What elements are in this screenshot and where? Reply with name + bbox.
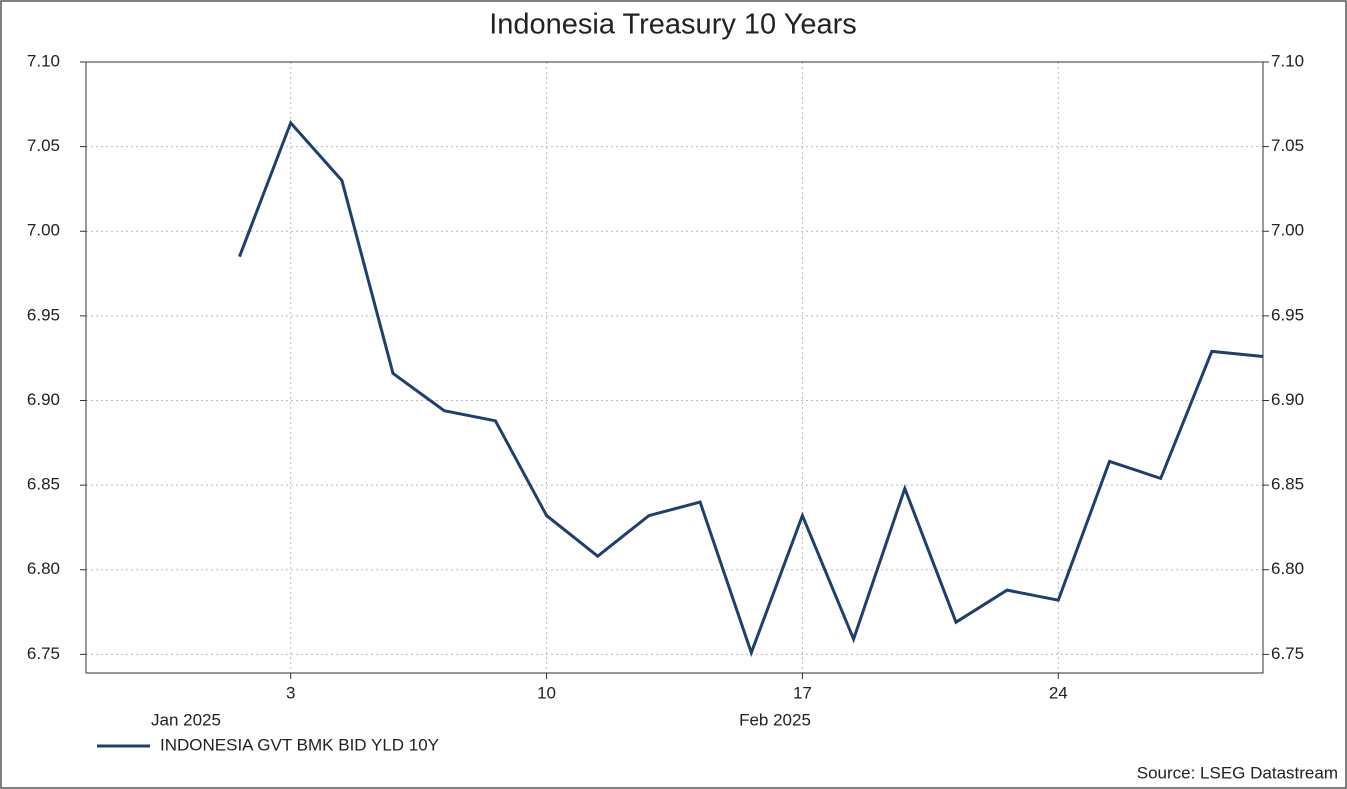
- y2-tick-label: 6.95: [1271, 305, 1304, 324]
- y2-tick-label: 6.85: [1271, 475, 1304, 494]
- y-tick-label: 6.95: [27, 305, 60, 324]
- y-tick-label: 6.75: [27, 644, 60, 663]
- y-tick-label: 7.10: [27, 51, 60, 70]
- y-tick-label: 6.90: [27, 390, 60, 409]
- month-label: Feb 2025: [739, 710, 811, 729]
- y2-tick-label: 6.90: [1271, 390, 1304, 409]
- month-label: Jan 2025: [151, 710, 221, 729]
- x-tick-label: 17: [793, 683, 812, 702]
- chart-title: Indonesia Treasury 10 Years: [489, 9, 857, 41]
- y-tick-label: 6.80: [27, 559, 60, 578]
- source: Source: LSEG Datastream: [1137, 763, 1338, 782]
- x-tick-label: 10: [537, 683, 556, 702]
- series-line: [238, 120, 1264, 658]
- y-tick-label: 7.00: [27, 221, 60, 240]
- y2-tick-label: 6.80: [1271, 559, 1304, 578]
- y-tick-label: 6.85: [27, 475, 60, 494]
- plot-area: [85, 61, 1264, 674]
- y2-tick-label: 7.00: [1271, 221, 1304, 240]
- y-tick-label: 7.05: [27, 136, 60, 155]
- y2-tick-label: 6.75: [1271, 644, 1304, 663]
- legend-label: INDONESIA GVT BMK BID YLD 10Y: [160, 735, 439, 754]
- x-tick-label: 24: [1049, 683, 1068, 702]
- y2-tick-label: 7.05: [1271, 136, 1304, 155]
- x-tick-label: 3: [286, 683, 295, 702]
- y2-tick-label: 7.10: [1271, 51, 1304, 70]
